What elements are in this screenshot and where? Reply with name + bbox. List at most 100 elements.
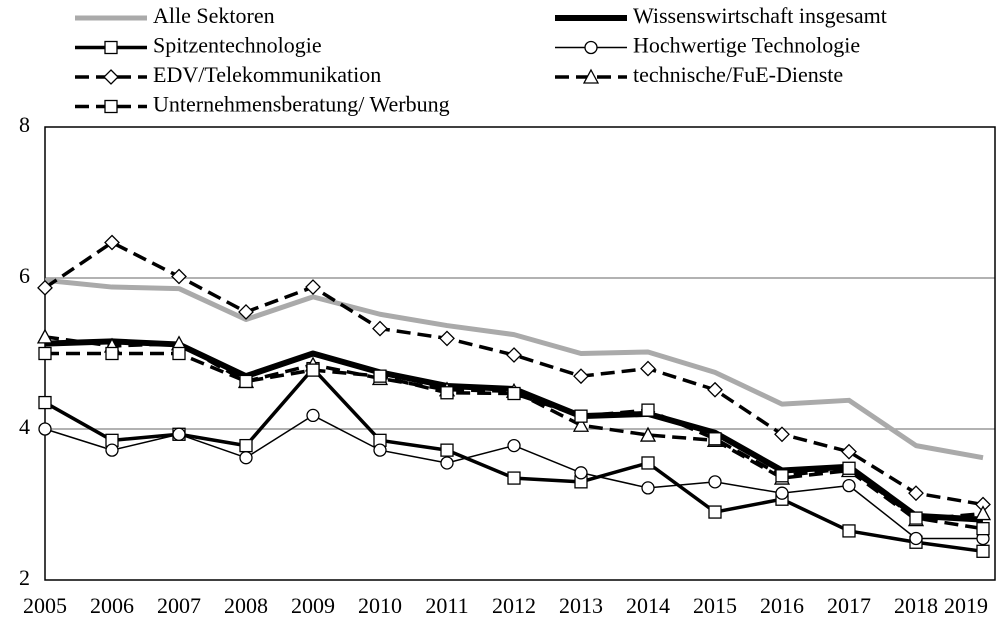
data-point [974, 505, 992, 521]
y-tick-label: 8 [19, 112, 30, 137]
x-tick-label: 2006 [90, 593, 134, 618]
data-point [239, 374, 253, 389]
data-point [37, 279, 53, 296]
data-point [507, 438, 521, 453]
x-tick-label: 2010 [358, 593, 402, 618]
data-point [306, 363, 320, 377]
data-point [38, 422, 52, 436]
legend-label: Spitzentechnologie [153, 33, 322, 58]
data-point [305, 279, 321, 295]
data-point [439, 330, 455, 347]
legend-marker [104, 99, 118, 114]
data-point [440, 456, 454, 470]
x-tick-label: 2014 [626, 593, 670, 618]
data-point [640, 360, 656, 377]
data-point [506, 347, 522, 363]
legend-label: Wissenswirtschaft insgesamt [633, 3, 887, 28]
data-point [707, 381, 723, 398]
x-tick-label: 2018 [894, 593, 938, 618]
series-line [44, 335, 984, 522]
series [38, 346, 990, 536]
data-point [842, 478, 856, 493]
legend-label: Unternehmensberatung/ Werbung [153, 92, 450, 117]
data-point [38, 395, 52, 410]
data-point [573, 368, 589, 385]
data-point [774, 426, 790, 443]
legend-marker [104, 40, 118, 55]
legend-item: Unternehmensberatung/ Werbung [75, 92, 450, 117]
data-point [239, 438, 253, 453]
legend-item: Wissenswirtschaft insgesamt [555, 3, 887, 28]
legend-marker [103, 69, 119, 85]
data-point [105, 346, 119, 361]
x-tick-label: 2019 [944, 593, 988, 618]
data-point [440, 443, 454, 457]
data-point [38, 346, 52, 361]
data-point [507, 471, 521, 485]
data-point [708, 475, 722, 489]
x-tick-label: 2011 [425, 593, 468, 618]
x-tick-label: 2008 [224, 593, 268, 618]
data-point [708, 505, 722, 519]
data-point [574, 466, 588, 480]
series [44, 338, 984, 523]
legend-label: Alle Sektoren [153, 3, 275, 28]
series-line [44, 277, 984, 461]
legend-marker [584, 40, 598, 55]
legend-item: Spitzentechnologie [75, 33, 322, 58]
data-point [708, 432, 722, 446]
legend-label: technische/FuE-Dienste [633, 62, 843, 87]
data-point [976, 522, 990, 536]
data-point [775, 469, 789, 483]
data-point [440, 386, 454, 400]
data-point [239, 451, 253, 465]
series [37, 234, 991, 513]
legend-item: Alle Sektoren [75, 3, 275, 28]
x-tick-label: 2009 [291, 593, 335, 618]
data-point [775, 486, 789, 500]
legend-label: EDV/Telekommunikation [153, 62, 381, 87]
data-point [909, 511, 923, 525]
data-point [842, 461, 856, 475]
data-point [639, 426, 657, 442]
data-point [842, 524, 856, 538]
data-point [641, 456, 655, 470]
series [44, 277, 984, 461]
x-tick-label: 2005 [23, 593, 67, 618]
data-point [373, 369, 387, 383]
legend-marker [582, 68, 600, 84]
data-point [507, 386, 521, 401]
series-line [44, 338, 984, 523]
data-point [104, 234, 120, 251]
data-point [172, 346, 186, 361]
data-point [373, 443, 387, 457]
series-line [44, 240, 984, 507]
data-point [36, 328, 54, 344]
x-tick-label: 2013 [559, 593, 603, 618]
data-point [641, 403, 655, 417]
data-point [574, 409, 588, 423]
series-line [45, 351, 984, 531]
data-point [372, 320, 388, 337]
data-point [909, 531, 923, 546]
y-tick-label: 6 [19, 263, 30, 288]
data-point [976, 544, 990, 558]
y-tick-label: 4 [19, 414, 30, 439]
x-tick-label: 2012 [492, 593, 536, 618]
data-point [572, 416, 590, 432]
x-tick-label: 2017 [827, 593, 871, 618]
legend-label: Hochwertige Technologie [633, 33, 860, 58]
data-point [171, 268, 187, 285]
y-tick-label: 2 [19, 565, 30, 590]
data-point [641, 481, 655, 495]
data-point [238, 304, 254, 320]
data-point [306, 408, 320, 423]
legend-item: EDV/Telekommunikation [75, 62, 381, 87]
data-point [841, 443, 857, 460]
legend-item: Hochwertige Technologie [555, 33, 860, 58]
x-tick-label: 2015 [693, 593, 737, 618]
x-tick-label: 2016 [760, 593, 804, 618]
x-tick-label: 2007 [157, 593, 201, 618]
data-point [172, 427, 186, 441]
